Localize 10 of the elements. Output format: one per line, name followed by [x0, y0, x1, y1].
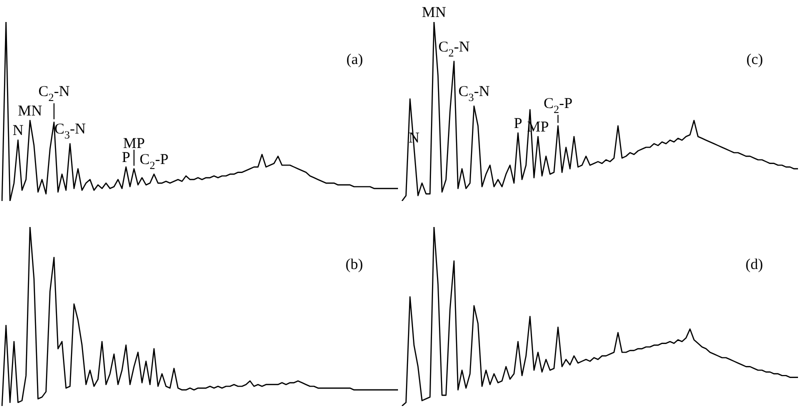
text: (d)	[746, 257, 764, 273]
text: (a)	[346, 52, 364, 68]
annotation: N	[12, 123, 24, 140]
annotation: MN	[18, 103, 42, 120]
annotation: P	[514, 116, 522, 132]
annotation: P	[122, 150, 130, 166]
text: (b)	[346, 257, 364, 273]
text: (c)	[746, 52, 764, 68]
annotation: MN	[422, 5, 446, 21]
annotation: MP	[123, 136, 145, 152]
